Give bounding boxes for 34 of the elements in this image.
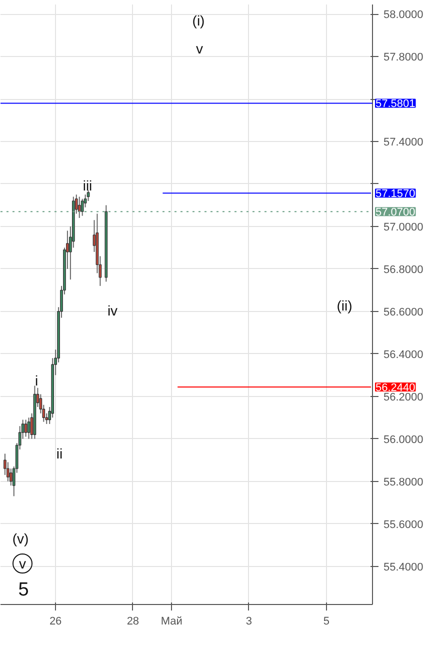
y-tick-label: 56.8000: [384, 264, 424, 276]
y-tick-label: 56.0000: [384, 434, 424, 446]
annotation: 5: [18, 580, 29, 600]
series-label: 56.2440: [376, 382, 416, 394]
y-tick-label: 55.4000: [384, 561, 424, 574]
x-tick-label: 3: [246, 616, 252, 628]
series-label: 57.1570: [376, 188, 416, 200]
annotation: v: [196, 40, 203, 56]
candlestick: [24, 419, 28, 438]
y-tick-label: 58.0000: [384, 9, 424, 22]
candlestick: [27, 417, 30, 440]
annotation: (i): [192, 12, 205, 28]
y-tick-label: 57.0000: [384, 221, 424, 234]
annotation: ii: [56, 446, 63, 462]
y-tick-label: 55.6000: [384, 518, 424, 531]
annotation: iii: [82, 178, 92, 194]
x-tick-label: Май: [160, 616, 182, 628]
annotation: (v): [12, 530, 29, 546]
y-tick-label: 57.8000: [384, 52, 424, 64]
annotation: i: [34, 372, 38, 388]
annotation: iv: [107, 302, 118, 318]
y-tick-label: 56.6000: [384, 306, 424, 318]
y-tick-label: 57.4000: [384, 136, 424, 148]
x-tick-label: 5: [323, 616, 330, 628]
annotation: (ii): [336, 298, 352, 314]
candlestick: [78, 196, 81, 218]
y-tick-label: 55.8000: [384, 476, 424, 488]
y-tick-label: 56.4000: [384, 348, 424, 361]
candlestick: [80, 198, 84, 216]
x-tick-label: 26: [49, 616, 62, 628]
ref-line-label: 57.0700: [376, 206, 416, 219]
x-tick-label: 28: [126, 616, 140, 628]
annotation: v: [19, 556, 26, 572]
ref-line-label: 57.5801: [376, 98, 416, 110]
